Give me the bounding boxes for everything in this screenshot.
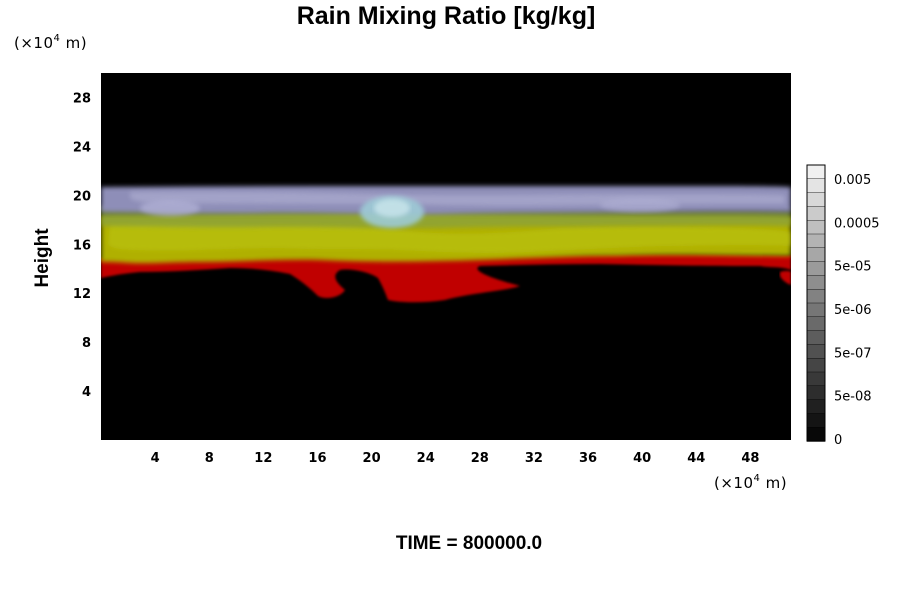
colorbar-label: 0	[834, 433, 842, 448]
x-axis-ticks: 4 8 12 16 20 24 28 32 36 40 44 48	[151, 451, 760, 466]
colorbar-label: 5e-05	[834, 260, 872, 275]
x-tick-label: 48	[741, 451, 759, 466]
plot-area	[101, 73, 791, 440]
colorbar-labels: 0.005 0.0005 5e-05 5e-06 5e-07 5e-08 0	[834, 173, 880, 448]
y-tick-label: 12	[73, 287, 91, 302]
x-tick-label: 44	[687, 451, 705, 466]
colorbar-swatch	[806, 192, 826, 208]
x-tick-label: 16	[308, 451, 326, 466]
x-tick-label: 24	[417, 451, 435, 466]
y-tick-label: 8	[82, 336, 91, 351]
rain-field-cyan-core	[374, 199, 410, 217]
x-tick-label: 32	[525, 451, 543, 466]
x-tick-label: 12	[254, 451, 272, 466]
rain-field-red	[101, 253, 791, 303]
y-axis-unit: (×104 m)	[14, 33, 87, 52]
colorbar-swatch	[806, 275, 826, 290]
colorbar-swatch	[806, 358, 826, 373]
y-axis-label: Height	[32, 228, 53, 288]
colorbar-swatch	[806, 233, 826, 249]
x-tick-label: 36	[579, 451, 597, 466]
colorbar-swatch	[806, 371, 826, 387]
rain-field-yellow-bright	[108, 223, 790, 253]
x-tick-label: 20	[363, 451, 381, 466]
colorbar-label: 0.0005	[834, 216, 880, 231]
colorbar-swatch	[806, 344, 826, 359]
colorbar-swatch	[806, 261, 826, 277]
colorbar-swatch	[806, 219, 826, 235]
x-tick-label: 8	[205, 451, 214, 466]
colorbar-swatch	[806, 247, 826, 263]
colorbar-swatch	[806, 399, 826, 415]
colorbar-swatch	[806, 289, 826, 304]
colorbar-label: 5e-07	[834, 346, 872, 361]
rain-field-red-edge-right	[780, 270, 791, 285]
x-axis-unit: (×104 m)	[714, 473, 787, 492]
colorbar-swatch	[806, 178, 826, 194]
y-tick-label: 24	[73, 140, 91, 155]
colorbar-swatch	[806, 164, 826, 180]
colorbar-swatch	[806, 385, 826, 401]
colorbar-swatch	[806, 316, 826, 332]
colorbar-swatch	[806, 302, 826, 318]
time-label: TIME = 800000.0	[396, 533, 542, 554]
colorbar-label: 0.005	[834, 173, 871, 188]
x-tick-label: 28	[471, 451, 489, 466]
y-tick-label: 28	[73, 91, 91, 106]
y-tick-label: 4	[82, 385, 91, 400]
colorbar-frame	[806, 164, 826, 442]
colorbar-swatches	[806, 164, 826, 442]
rain-field-lavender-patch-2	[600, 198, 680, 212]
y-tick-label: 20	[73, 189, 91, 204]
y-tick-label: 16	[73, 238, 91, 253]
colorbar-swatch	[806, 206, 826, 221]
x-tick-label: 40	[633, 451, 651, 466]
chart-title: Rain Mixing Ratio [kg/kg]	[297, 2, 596, 30]
x-tick-label: 4	[151, 451, 160, 466]
colorbar-label: 5e-08	[834, 390, 872, 405]
colorbar-swatch	[806, 413, 826, 428]
rain-field-lavender-patch	[140, 200, 200, 216]
y-axis-ticks: 4 8 12 16 20 24 28	[73, 91, 91, 400]
colorbar: 0.005 0.0005 5e-05 5e-06 5e-07 5e-08 0	[806, 164, 880, 448]
colorbar-label: 5e-06	[834, 303, 872, 318]
colorbar-swatch	[806, 427, 826, 442]
colorbar-swatch	[806, 330, 826, 346]
